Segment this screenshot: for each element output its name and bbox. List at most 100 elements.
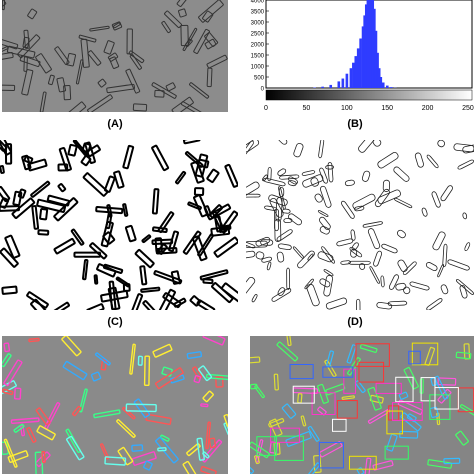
crystal-shape [301, 170, 316, 176]
crystal-shape [131, 444, 144, 452]
crystal-shape [326, 350, 334, 367]
crystal-shape [31, 205, 40, 230]
crystal-shape [28, 337, 40, 343]
crystal-shape [87, 94, 113, 112]
crystal-shape [200, 403, 209, 408]
crystal-shape [336, 238, 354, 247]
crystal-shape [459, 284, 468, 299]
crystal-shape [53, 197, 79, 222]
crystal-shape [455, 351, 472, 360]
crystal-shape [367, 228, 381, 250]
crystal-shape [30, 180, 51, 198]
crystal-shape [143, 355, 151, 387]
binary-image [0, 140, 238, 310]
crystal-shape [47, 74, 55, 86]
crystal-shape [208, 204, 223, 219]
crystal-shape [347, 357, 361, 376]
crystal-shape [318, 140, 325, 159]
crystal-shape [57, 163, 69, 172]
panel-b-label: (B) [347, 118, 363, 130]
crystal-shape [17, 34, 41, 59]
crystal-shape [27, 8, 38, 20]
histogram-bar [366, 0, 370, 88]
histogram-chart: 0 500 1000 1500 2000 2500 3000 3500 4000 0 50 100 1… [251, 0, 474, 112]
detection-box [355, 343, 390, 367]
crystal-shape [3, 359, 23, 387]
crystal-shape [196, 299, 216, 310]
crystal-shape [437, 140, 446, 148]
crystal-shape [2, 353, 12, 368]
crystal-shape [254, 454, 260, 465]
crystal-shape [352, 193, 376, 210]
crystal-shape [462, 212, 468, 220]
crystal-shape [224, 163, 238, 188]
detection-image [250, 336, 474, 474]
crystal-shape [260, 239, 274, 246]
crystal-shape [397, 229, 406, 239]
crystal-shape [190, 160, 205, 184]
crystal-shape [266, 261, 272, 271]
crystal-shape [361, 170, 371, 182]
crystal-shape [359, 343, 378, 353]
crystal-shape [205, 421, 212, 450]
crystal-shape [319, 226, 330, 235]
crystal-shape [103, 263, 124, 274]
crystal-shape [122, 144, 135, 170]
crystal-shape [354, 380, 366, 394]
crystal-shape [56, 77, 67, 93]
x-tick-label: 0 [264, 105, 268, 112]
crystal-shape [369, 266, 380, 284]
crystal-shape [277, 168, 287, 176]
crystal-shape [4, 234, 21, 259]
crystal-shape [103, 40, 115, 55]
histogram-bar [374, 30, 378, 88]
crystal-shape [208, 437, 217, 449]
y-tick-label: 3500 [251, 10, 265, 16]
crystal-shape [143, 460, 153, 471]
crystal-shape [263, 177, 286, 187]
crystal-shape [199, 269, 229, 281]
crystal-shape [427, 459, 453, 469]
detection-box [289, 363, 314, 380]
crystal-shape [278, 187, 285, 198]
crystal-shape [277, 243, 292, 251]
histogram-bar [379, 77, 383, 88]
crystal-shape [106, 204, 113, 218]
crystal-shape [300, 415, 307, 427]
crystal-shape [320, 185, 332, 208]
histogram-bar [349, 68, 353, 88]
crystal-shape [128, 50, 145, 64]
histogram-bar [381, 82, 385, 88]
crystal-shape [250, 441, 270, 459]
crystal-shape [321, 246, 335, 264]
crystal-shape [26, 291, 49, 309]
histogram-bar [359, 38, 362, 88]
crystal-shape [268, 194, 288, 206]
crystal-shape [285, 336, 292, 347]
panel-a-label: (A) [107, 118, 123, 130]
crystal-shape [380, 275, 385, 288]
crystal-shape [152, 343, 173, 358]
crystal-shape [374, 188, 390, 208]
x-tick-label: 150 [381, 105, 393, 112]
crystal-shape [367, 386, 382, 411]
crystal-shape [269, 198, 284, 218]
crystal-shape [151, 144, 170, 172]
crystal-shape [132, 103, 148, 112]
crystal-shape [175, 170, 187, 185]
crystal-shape [12, 190, 23, 207]
crystal-shape [250, 356, 261, 364]
crystal-shape [109, 56, 120, 69]
crystal-shape [67, 143, 78, 157]
crystal-shape [63, 85, 72, 101]
crystal-shape [13, 423, 25, 433]
crystal-shape [255, 251, 265, 260]
crystal-shape [279, 174, 300, 180]
crystal-shape [206, 203, 232, 221]
crystal-shape [205, 373, 228, 381]
panel-e-colored-contours [2, 336, 228, 474]
crystal-shape [456, 279, 474, 295]
crystal-shape [140, 286, 161, 293]
detection-box [411, 342, 439, 366]
crystal-shape [349, 246, 363, 258]
